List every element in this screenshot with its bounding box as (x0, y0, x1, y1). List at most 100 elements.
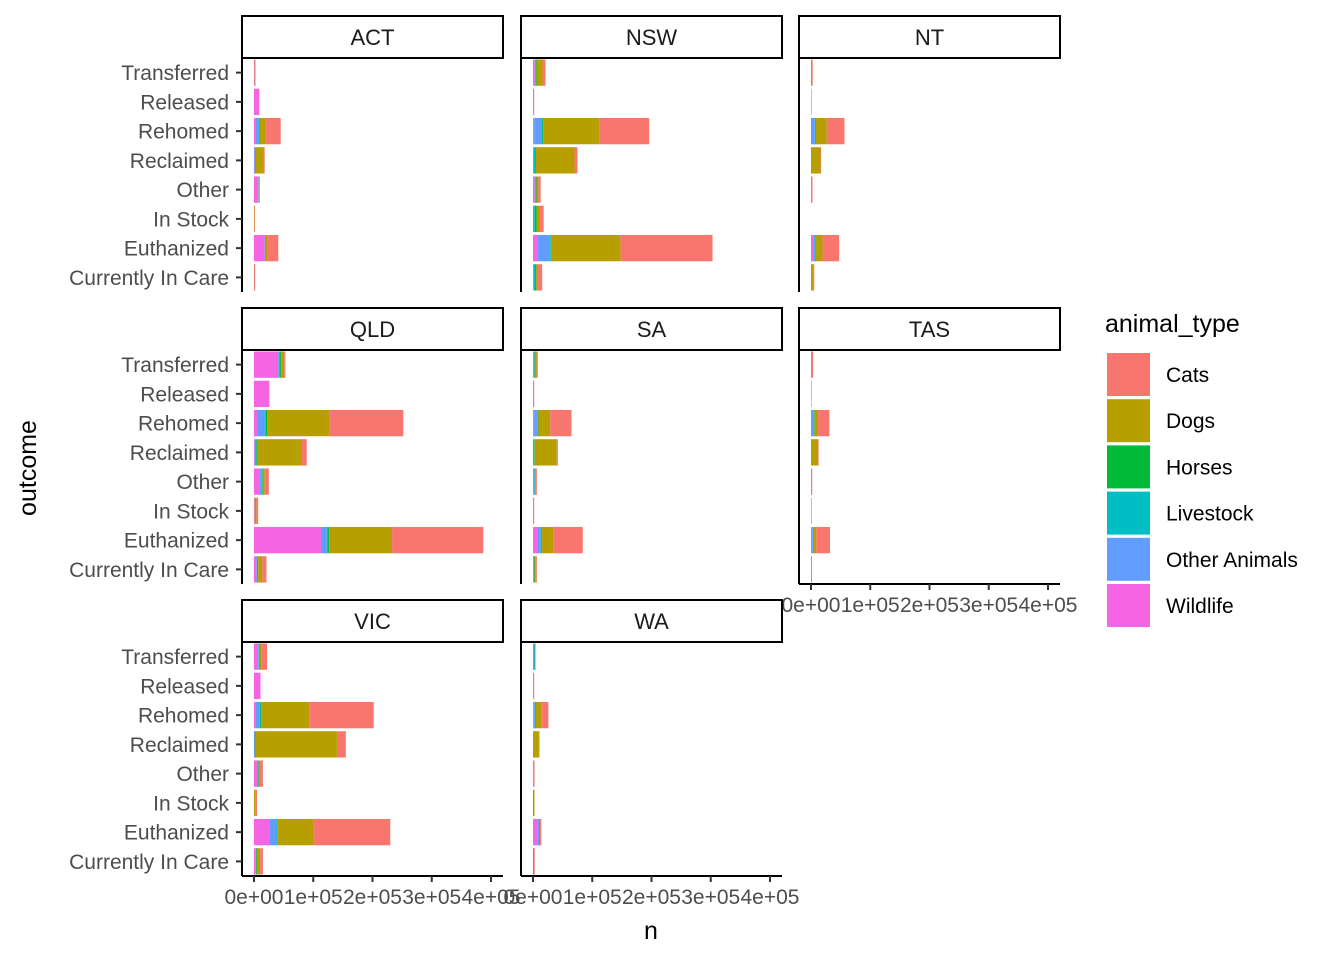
bar-nt-reclaimed-cats (820, 147, 822, 174)
bar-vic-euthanized-horses (277, 818, 278, 846)
y-axis-title: outcome (14, 420, 42, 516)
bar-nsw-euthanized-cats (620, 234, 713, 262)
bar-wa-rehomed-other-animals (533, 701, 535, 729)
bar-vic-currently-in-care-wildlife (254, 848, 256, 875)
bar-tas-rehomed-cats (818, 409, 830, 437)
bar-act-euthanized-wildlife (254, 234, 265, 262)
bar-qld-rehomed-other-animals (256, 409, 265, 437)
bar-vic-currently-in-care-dogs (256, 848, 261, 875)
x-tick-label-tas-0: 0e+00 (782, 594, 841, 617)
y-tick-label-vic-reclaimed: Reclaimed (130, 734, 229, 757)
bar-sa-transferred-cats (536, 351, 538, 378)
bar-qld-currently-in-care-cats (262, 556, 267, 583)
bar-nsw-reclaimed-dogs (535, 147, 575, 174)
bar-nt-rehomed-cats (826, 117, 845, 145)
bar-nsw-other-dogs (536, 176, 539, 203)
y-tick-label-vic-released: Released (140, 675, 229, 698)
bar-tas-rehomed-dogs (814, 409, 819, 437)
bar-sa-currently-in-care-wildlife (533, 556, 534, 583)
bar-vic-transferred-cats (261, 643, 268, 670)
bar-sa-other-cats (535, 468, 537, 495)
bar-act-released-wildlife (254, 88, 260, 116)
bar-nsw-reclaimed-livestock (533, 147, 536, 174)
x-tick-label-tas-2: 2e+05 (900, 594, 959, 617)
bar-nsw-transferred-other-animals (534, 59, 536, 86)
y-tick-label-qld-reclaimed: Reclaimed (130, 442, 229, 465)
bar-nsw-other-other-animals (534, 176, 536, 203)
bar-act-rehomed-wildlife (254, 117, 256, 145)
bar-sa-rehomed-other-animals (534, 409, 538, 437)
bar-qld-reclaimed-other-animals (254, 439, 256, 466)
y-tick-label-vic-other: Other (176, 763, 229, 786)
bar-vic-rehomed-livestock (259, 701, 261, 729)
facet-label-vic: VIC (354, 609, 391, 634)
bar-nsw-rehomed-wildlife (533, 117, 535, 145)
legend-title: animal_type (1105, 310, 1240, 338)
facet-label-qld: QLD (350, 317, 395, 342)
bar-wa-in-stock-dogs (533, 789, 535, 817)
bar-qld-rehomed-cats (329, 409, 404, 437)
bar-sa-rehomed-dogs (538, 409, 551, 437)
bar-wa-reclaimed-dogs (533, 731, 539, 758)
bar-nt-euthanized-dogs (815, 234, 823, 262)
bar-tas-euthanized-cats (816, 526, 830, 554)
x-tick-label-wa-3: 3e+05 (681, 886, 740, 909)
x-tick-label-vic-0: 0e+00 (225, 886, 284, 909)
y-tick-label-vic-currently-in-care: Currently In Care (69, 851, 229, 874)
bar-qld-reclaimed-livestock (255, 439, 257, 466)
bar-act-euthanized-dogs (265, 234, 268, 262)
panel-nt: NT (798, 15, 1061, 292)
panel-act: ACT Currently In Care Euthanized In Stock Ot… (69, 15, 504, 292)
bar-qld-rehomed-dogs (267, 409, 330, 437)
bar-vic-other-wildlife (254, 760, 257, 787)
bar-vic-currently-in-care-cats (260, 848, 263, 875)
bar-nt-euthanized-cats (822, 234, 840, 262)
bar-act-other-wildlife (254, 176, 259, 203)
bar-vic-in-stock-cats (255, 789, 257, 817)
y-tick-label-qld-released: Released (140, 383, 229, 406)
bar-wa-released-wildlife (533, 672, 535, 700)
bar-wa-euthanized-dogs (539, 818, 541, 846)
bar-nt-currently-in-care-cats (813, 264, 815, 291)
bar-qld-transferred-other-animals (278, 351, 280, 378)
bar-wa-currently-in-care-horses (533, 848, 534, 875)
bar-vic-transferred-dogs (259, 643, 262, 670)
bar-nt-other-cats (811, 176, 813, 203)
bar-nsw-currently-in-care-horses (535, 264, 537, 291)
bar-qld-reclaimed-horses (256, 439, 257, 466)
bar-sa-euthanized-wildlife (533, 526, 538, 554)
bar-wa-rehomed-dogs (535, 701, 542, 729)
legend-key-cats (1107, 353, 1150, 396)
bar-qld-euthanized-cats (392, 526, 484, 554)
facet-strip-qld (241, 307, 504, 351)
bar-nt-rehomed-dogs (815, 117, 827, 145)
bar-sa-transferred-wildlife (533, 351, 534, 378)
bar-nsw-transferred-cats (542, 59, 546, 86)
bar-nsw-other-livestock (535, 176, 536, 203)
x-tick-label-vic-2: 2e+05 (343, 886, 402, 909)
bar-act-rehomed-cats (265, 117, 281, 145)
bar-act-other-cats (259, 176, 260, 203)
bar-sa-other-wildlife (533, 468, 535, 495)
y-tick-label-act-transferred: Transferred (121, 62, 229, 85)
bar-nsw-reclaimed-other-animals (533, 147, 534, 174)
bar-tas-euthanized-other-animals (812, 526, 814, 554)
x-tick-label-tas-1: 1e+05 (841, 594, 900, 617)
bar-nt-reclaimed-dogs (811, 147, 821, 174)
bar-wa-other-cats (533, 760, 535, 787)
bar-nsw-in-stock-livestock (533, 205, 535, 233)
bar-wa-reclaimed-cats (538, 731, 540, 758)
bar-vic-released-wildlife (254, 672, 261, 700)
bar-qld-currently-in-care-wildlife (254, 556, 257, 583)
bar-vic-rehomed-cats (309, 701, 374, 729)
bar-sa-reclaimed-dogs (534, 439, 557, 466)
y-tick-label-vic-transferred: Transferred (121, 646, 229, 669)
bar-tas-rehomed-livestock (813, 409, 815, 437)
bar-act-rehomed-dogs (259, 117, 266, 145)
legend-label-horses: Horses (1166, 456, 1233, 479)
facet-label-nt: NT (915, 25, 944, 50)
bar-tas-in-stock-dogs (811, 497, 812, 525)
bar-nt-other-wildlife (811, 176, 812, 203)
panel-wa: WA 0e+00 1e+05 2e+05 3e+05 4e+05 (504, 599, 799, 909)
